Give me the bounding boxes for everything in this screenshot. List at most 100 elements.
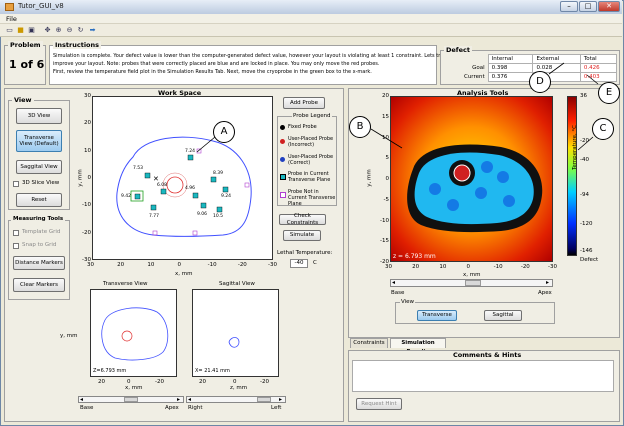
urethra-outer-circle: [162, 172, 188, 198]
transverse-ylabel: y, mm: [60, 333, 78, 339]
probe-marker: [144, 172, 151, 179]
callout-e-arrow: [586, 74, 599, 85]
snap-grid-checkbox[interactable]: [13, 243, 19, 249]
defect-row-label: Goal: [472, 65, 485, 71]
sagittal-view-button[interactable]: Saggital View: [16, 160, 62, 174]
slider-right-arrow-icon[interactable]: ▸: [546, 279, 550, 286]
slider-left-arrow-icon[interactable]: ◂: [188, 396, 192, 403]
menu-file[interactable]: File: [6, 15, 17, 23]
colorbar-tick-label: -146: [580, 248, 593, 255]
callout-c-arrow: [577, 136, 594, 151]
transverse-slider[interactable]: ◂ ▸: [78, 396, 184, 403]
analysis-slider-left: Base: [391, 290, 405, 296]
tab-simulation-results[interactable]: Simulation Results: [390, 338, 446, 355]
arrow-right-icon[interactable]: ➡: [89, 26, 96, 34]
analysis-yticks: 20151050-5-10-15-20: [377, 93, 389, 265]
maximize-button[interactable]: □: [579, 1, 597, 12]
legend-item-correct: User-Placed Probe (Correct): [288, 154, 334, 166]
sagittal-slider-left: Right: [188, 405, 203, 411]
colorbar-tick-label: -40: [580, 157, 589, 163]
axis-tick-label: -20: [520, 264, 530, 270]
probe-label: 7.24: [185, 148, 195, 154]
callout-d: D: [529, 71, 551, 93]
axis-tick-label: -30: [82, 257, 91, 263]
save-icon[interactable]: ▣: [28, 26, 35, 34]
slider-left-arrow-icon[interactable]: ◂: [80, 396, 84, 403]
axis-tick-label: 10: [84, 147, 91, 154]
close-button[interactable]: ✕: [598, 1, 620, 12]
slider-right-arrow-icon[interactable]: ▸: [279, 396, 283, 403]
fixed-marker: [152, 230, 158, 236]
axis-tick-label: -30: [268, 262, 277, 268]
probe-marker: [150, 204, 157, 211]
slider-right-arrow-icon[interactable]: ▸: [177, 396, 181, 403]
axis-tick-label: -10: [380, 217, 389, 224]
slider-thumb[interactable]: [124, 397, 138, 402]
rotate-icon[interactable]: ↻: [77, 26, 84, 34]
fixed-marker: [244, 182, 250, 188]
analysis-ylabel: y, mm: [366, 169, 373, 187]
3d-slice-label: 3D Slice View: [22, 180, 60, 186]
zoom-in-icon[interactable]: ⊕: [55, 26, 62, 34]
comments-textarea[interactable]: [352, 360, 614, 392]
sagittal-analysis-button[interactable]: Sagittal: [484, 310, 522, 321]
analysis-slider-right: Apex: [538, 290, 552, 296]
transverse-view-button[interactable]: Transverse View (Default): [16, 130, 62, 152]
axis-tick-label: 20: [84, 120, 91, 127]
workspace-plot[interactable]: ✕ 7.24 7.53 6.08 4.96 8.39 9.42 7.77 9.0…: [92, 96, 273, 260]
probe-legend-header: Probe Legend: [292, 113, 332, 119]
slider-thumb[interactable]: [465, 280, 481, 286]
cold-spot: [481, 161, 493, 173]
tab-constraints[interactable]: Constraints: [350, 338, 388, 348]
simulate-button[interactable]: Simulate: [283, 230, 321, 241]
transverse-analysis-button[interactable]: Transverse: [417, 310, 457, 321]
3d-slice-checkbox[interactable]: [13, 181, 19, 187]
3d-view-button[interactable]: 3D View: [16, 108, 62, 124]
probe-marker: [187, 154, 194, 161]
callout-d-arrow: [548, 62, 565, 75]
legend-item-incorrect: User-Placed Probe (Incorrect): [288, 136, 334, 148]
transverse-urethra: [121, 330, 133, 342]
callout-b: B: [349, 116, 371, 138]
probe-label: 7.77: [149, 213, 159, 219]
new-file-icon[interactable]: ▭: [6, 26, 13, 34]
reset-button[interactable]: Reset: [16, 193, 62, 207]
legend-item-fixed: Fixed Probe: [288, 124, 317, 130]
check-constraints-button[interactable]: Check Constraints: [279, 213, 326, 226]
add-probe-button[interactable]: Add Probe: [283, 97, 325, 109]
colorbar-tick-label: -20: [580, 137, 589, 144]
defect-goal-internal: 0.398: [487, 63, 534, 73]
axis-tick-label: -20: [82, 229, 91, 236]
problem-panel: 1 of 6: [4, 45, 46, 85]
sagittal-xlabel: z, mm: [230, 385, 248, 391]
temperature-heatmap: z = 6.793 mm: [390, 96, 553, 262]
measuring-header: Measuring Tools: [11, 216, 66, 222]
minimize-button[interactable]: –: [560, 1, 578, 12]
sagittal-slider[interactable]: ◂ ▸: [186, 396, 286, 403]
defect-col-internal: Internal: [487, 54, 534, 64]
instructions-panel: Simulation is complete. Your defect valu…: [49, 45, 450, 85]
slider-thumb[interactable]: [257, 397, 271, 402]
clear-markers-button[interactable]: Clear Markers: [13, 278, 65, 292]
menu-bar: File: [0, 14, 622, 24]
analysis-view-header: View: [400, 299, 416, 305]
analysis-header: Analysis Tools: [457, 89, 509, 97]
target-green-box[interactable]: [130, 190, 144, 202]
problem-header: Problem: [8, 41, 43, 49]
distance-markers-button[interactable]: Distance Markers: [13, 256, 65, 270]
probe-label: 6.08: [157, 182, 167, 188]
sagittal-contour: [228, 337, 240, 348]
transverse-view-header: Transverse View: [103, 281, 148, 287]
axis-tick-label: 10: [147, 262, 155, 268]
transverse-slider-left: Base: [80, 405, 94, 411]
zoom-out-icon[interactable]: ⊖: [66, 26, 73, 34]
transverse-contour: [101, 307, 169, 361]
slider-left-arrow-icon[interactable]: ◂: [392, 279, 396, 286]
request-hint-button[interactable]: Request Hint: [356, 398, 402, 410]
pan-icon[interactable]: ✥: [44, 26, 51, 34]
open-folder-icon[interactable]: ■: [17, 26, 24, 34]
analysis-slider[interactable]: ◂ ▸: [390, 279, 553, 287]
axis-tick-label: 10: [439, 264, 447, 270]
template-grid-checkbox[interactable]: [13, 230, 19, 236]
lethal-temp-input[interactable]: -40: [290, 259, 308, 268]
